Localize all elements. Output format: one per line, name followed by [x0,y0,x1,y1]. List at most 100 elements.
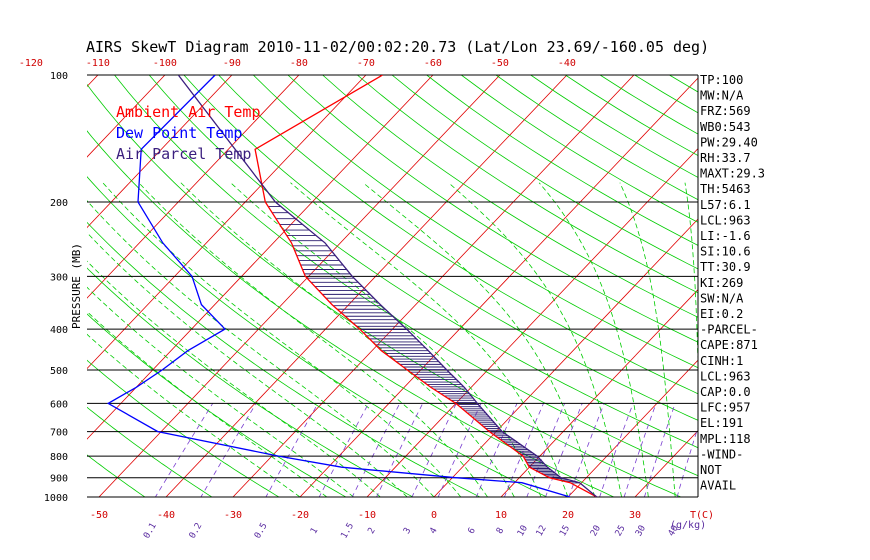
isobars [87,74,698,498]
bottom-temp-tick-label: -30 [224,510,242,521]
top-temp-tick-label: -40 [558,58,576,69]
series-line [254,75,598,497]
index-entry: LI:-1.6 [700,229,751,243]
dry-adiabat-line [87,359,280,497]
isotherm-line [500,289,698,497]
dry-adiabat-line [87,454,146,497]
dry-adiabat-line [148,75,698,449]
mixing-ratio-line [503,403,544,497]
moist-adiabat-line [87,286,354,497]
isotherm-line [87,75,434,440]
mixing-ratio-line [676,426,698,497]
index-entry: EI:0.2 [700,307,743,321]
index-entry: LFC:957 [700,401,751,415]
mixing-ratio-label: 20 [589,524,603,538]
isotherm-line [0,66,40,506]
dry-adiabat-line [356,75,698,294]
mixing-ratio-line [643,403,676,497]
moist-adiabat-line [102,182,462,497]
moist-adiabat-line [138,182,488,497]
mixing-ratio-label: 12 [535,524,549,538]
index-entry: CINH:1 [700,354,743,368]
mixing-ratio-label: 8 [495,526,506,536]
dry-adiabat-line [530,75,698,178]
index-entry: MPL:118 [700,432,751,446]
isotherm-line [828,66,870,506]
series-line [106,75,571,497]
top-temp-tick-label: -120 [19,58,43,69]
y-axis-label: PRESSURE (MB) [70,243,83,329]
index-entry: TT:30.9 [700,260,751,274]
mixing-ratio-line [265,403,319,497]
mixing-ratio-label: 0.2 [188,521,205,540]
mixing-ratio-label: 30 [634,524,648,538]
pressure-tick-label: 700 [50,428,68,439]
moist-adiabat-line [87,333,301,497]
index-entry: PW:29.40 [700,135,758,149]
isotherm-line [87,75,300,299]
mixing-ratio-line [351,403,401,497]
isotherm-line [433,218,698,497]
index-entry: -PARCEL- [700,323,758,337]
index-entry: AVAIL [700,479,736,493]
mixing-ratio-line [526,403,565,497]
mixing-ratio-line [545,403,583,497]
index-entry: L57:6.1 [700,198,751,212]
index-entry: RH:33.7 [700,151,751,165]
top-temp-tick-label: -50 [491,58,509,69]
index-entry: LCL:963 [700,369,751,383]
isotherm-line [165,75,568,497]
pressure-tick-label: 100 [50,71,68,82]
moist-adiabat-line [180,182,515,497]
mixing-ratio-label: 6 [467,526,478,536]
bottom-temp-tick-label: -20 [291,510,309,521]
mixing-ratio-line [411,403,457,497]
index-entry: NOT [700,463,722,477]
dry-adiabat-line [87,313,347,497]
isotherm-line [567,359,698,497]
index-entry: WB0:543 [700,120,751,134]
mixing-ratio-line [568,403,605,497]
legend-entry: Ambient Air Temp [116,103,261,121]
moist-adiabat-line [362,182,596,497]
mixing-ratio-label: 10 [516,524,530,538]
mixing-ratio-label: 1.5 [339,521,356,540]
mixing-ratio-label: 40 [667,524,681,538]
moist-adiabat-line [87,200,435,497]
mixing-ratio-line [475,403,518,497]
index-entry: TH:5463 [700,182,751,196]
mixing-ratio-label: 4 [428,526,439,536]
moist-adiabat-line [448,182,622,497]
isotherm-line [761,66,870,506]
moist-adiabat-line [87,260,381,497]
index-entry: CAP:0.0 [700,385,751,399]
isotherm-line [366,147,698,497]
bottom-temp-tick-label: -50 [90,510,108,521]
mixing-ratio-label: 0.1 [142,521,159,540]
moist-adiabat-line [230,182,542,497]
pressure-tick-label: 500 [50,366,68,377]
index-entry: EL:191 [700,416,743,430]
index-entry: MW:N/A [700,89,744,103]
dry-adiabat-line [87,267,414,497]
isotherm-line [87,75,233,229]
mixing-ratio-line [154,403,214,497]
index-entry: LCL:963 [700,213,751,227]
mixing-ratio-label: 25 [614,524,628,538]
index-entry: SW:N/A [700,291,744,305]
legend-entry: Dew Point Temp [116,124,242,142]
dry-adiabat-line [87,130,615,497]
mixing-ratio-line [599,403,634,497]
pressure-tick-label: 1000 [44,493,68,504]
mixing-ratio-units-label: (g/kg) [670,520,706,531]
dry-adiabat-line [218,75,698,395]
bottom-temp-tick-label: -10 [358,510,376,521]
bottom-temp-tick-label: 0 [431,510,437,521]
mixing-ratio-line [437,403,482,497]
bottom-temp-tick-label: 10 [495,510,507,521]
isotherm-line [232,75,635,497]
dry-adiabat-line [426,75,698,246]
pressure-tick-label: 800 [50,452,68,463]
